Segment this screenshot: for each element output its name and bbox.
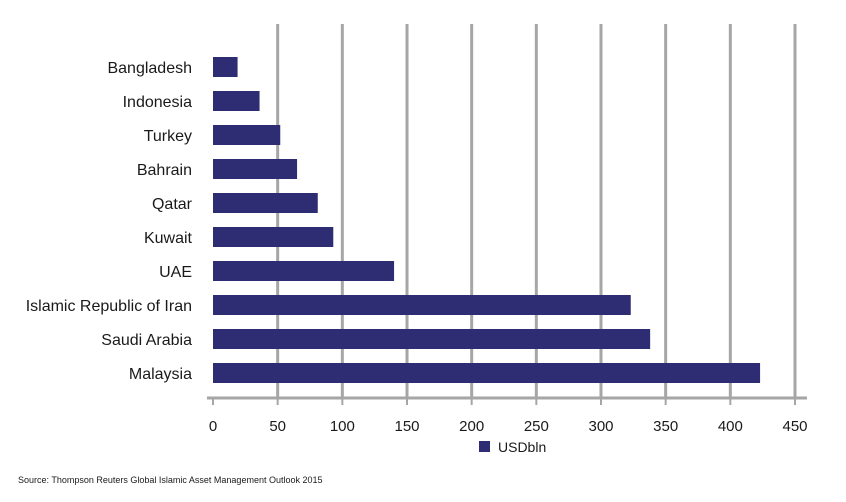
x-axis [207,396,807,405]
x-tick-label: 200 [459,418,484,435]
bar [213,125,281,145]
gridlines [276,24,797,398]
category-label: Saudi Arabia [101,332,192,349]
x-tick-label: 350 [653,418,678,435]
source-note: Source: Thompson Reuters Global Islamic … [18,475,323,485]
category-label: Bahrain [137,162,192,179]
x-tick-label: 450 [782,418,807,435]
legend: USDbln [479,439,546,455]
category-label: Indonesia [123,94,192,111]
x-tick-label: 100 [330,418,355,435]
bar [213,363,761,383]
category-label: Islamic Republic of Iran [26,298,192,315]
bar [213,159,298,179]
category-label: UAE [159,264,192,281]
bar [213,91,260,111]
x-tick-labels: 0 50 100 150 200 250 300 350 400 450 [209,418,808,435]
x-tick-label: 300 [588,418,613,435]
bar [213,329,651,349]
category-label: Malaysia [129,366,192,383]
category-label: Kuwait [144,230,193,247]
bar [213,261,395,281]
x-tick-label: 150 [394,418,419,435]
bar [213,57,238,77]
category-labels: Bangladesh Indonesia Turkey Bahrain Qatar Kuw… [26,60,193,383]
category-label: Turkey [144,128,192,145]
bar [213,295,631,315]
category-label: Bangladesh [107,60,192,77]
legend-label: USDbln [498,439,546,455]
bar [213,227,334,247]
category-label: Qatar [152,196,193,213]
x-tick-label: 0 [209,418,217,435]
x-tick-label: 250 [524,418,549,435]
x-tick-label: 400 [718,418,743,435]
bar [213,193,318,213]
x-tick-label: 50 [269,418,286,435]
bars [213,57,761,383]
legend-swatch [479,441,490,452]
